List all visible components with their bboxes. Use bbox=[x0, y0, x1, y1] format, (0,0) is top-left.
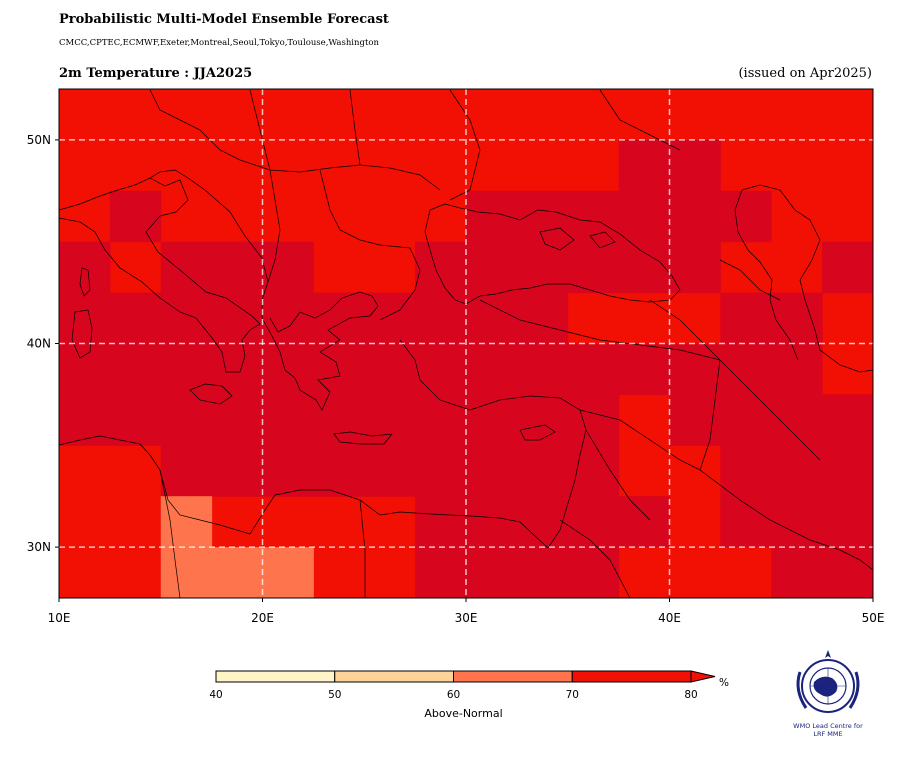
colorbar-tick-label: 70 bbox=[566, 689, 579, 701]
graticule bbox=[59, 89, 873, 598]
lat-tick-label: 50N bbox=[27, 133, 51, 147]
grid-cell bbox=[669, 394, 873, 446]
lon-tick-label: 50E bbox=[862, 611, 885, 625]
lon-tick-label: 30E bbox=[455, 611, 478, 625]
wmo-logo-icon bbox=[796, 650, 860, 713]
colorbar-segment bbox=[334, 670, 454, 683]
grid-cell bbox=[415, 496, 620, 548]
lat-tick-label: 30N bbox=[27, 540, 51, 554]
colorbar-label: Above-Normal bbox=[424, 707, 502, 720]
colorbar-unit: % bbox=[719, 677, 729, 689]
grid-cell bbox=[720, 445, 873, 497]
grid-cell bbox=[415, 292, 569, 344]
grid-cell bbox=[466, 190, 620, 243]
grid-cell bbox=[160, 241, 314, 294]
grid-cell bbox=[364, 292, 416, 344]
grid-cell bbox=[59, 343, 823, 395]
grid-cell bbox=[59, 241, 111, 294]
map-title: Probabilistic Multi-Model Ensemble Forec… bbox=[59, 12, 389, 27]
grid-cell bbox=[516, 241, 721, 294]
colorbar-segment bbox=[215, 670, 336, 683]
grid-cell bbox=[160, 496, 213, 548]
wmo-logo-text: WMO Lead Centre for LRF MME bbox=[780, 722, 876, 738]
colorbar-tick-label: 50 bbox=[328, 689, 341, 701]
grid-cell bbox=[415, 445, 620, 497]
logo-line-2: LRF MME bbox=[813, 730, 843, 738]
grid-cell bbox=[160, 547, 314, 598]
grid-cell bbox=[109, 190, 162, 243]
grid-cell bbox=[720, 292, 823, 344]
colorbar-tick-label: 60 bbox=[447, 689, 460, 701]
coastlines-borders bbox=[59, 89, 873, 598]
colorbar: 40 50 60 70 80% Above-Normal bbox=[209, 670, 729, 720]
lon-tick-label: 40E bbox=[658, 611, 681, 625]
grid-cell bbox=[720, 190, 772, 243]
lon-tick-label: 10E bbox=[48, 611, 71, 625]
logo-line-1: WMO Lead Centre for bbox=[793, 722, 863, 730]
axis-labels: 10E 20E 30E 40E 50E 30N 40N 50N bbox=[27, 133, 885, 625]
issued-date: (issued on Apr2025) bbox=[738, 66, 872, 81]
colorbar-tick-label: 80 bbox=[684, 689, 697, 701]
grid-cell bbox=[59, 394, 620, 446]
colorbar-segment bbox=[453, 670, 573, 683]
model-list: CMCC,CPTEC,ECMWF,Exeter,Montreal,Seoul,T… bbox=[59, 38, 379, 48]
grid-cell bbox=[160, 445, 416, 497]
grid-cell bbox=[822, 241, 873, 294]
lon-tick-label: 20E bbox=[251, 611, 274, 625]
grid-cell bbox=[59, 292, 365, 344]
variable-title: 2m Temperature : JJA2025 bbox=[59, 66, 253, 81]
colorbar-extend-arrow bbox=[690, 670, 716, 683]
grid-cell bbox=[618, 496, 670, 548]
colorbar-tick-label: 40 bbox=[209, 689, 222, 701]
grid-cell bbox=[415, 547, 620, 598]
grid-cell bbox=[771, 547, 873, 598]
lat-tick-label: 40N bbox=[27, 337, 51, 351]
colorbar-segment bbox=[571, 670, 692, 683]
grid-cell bbox=[720, 496, 873, 548]
